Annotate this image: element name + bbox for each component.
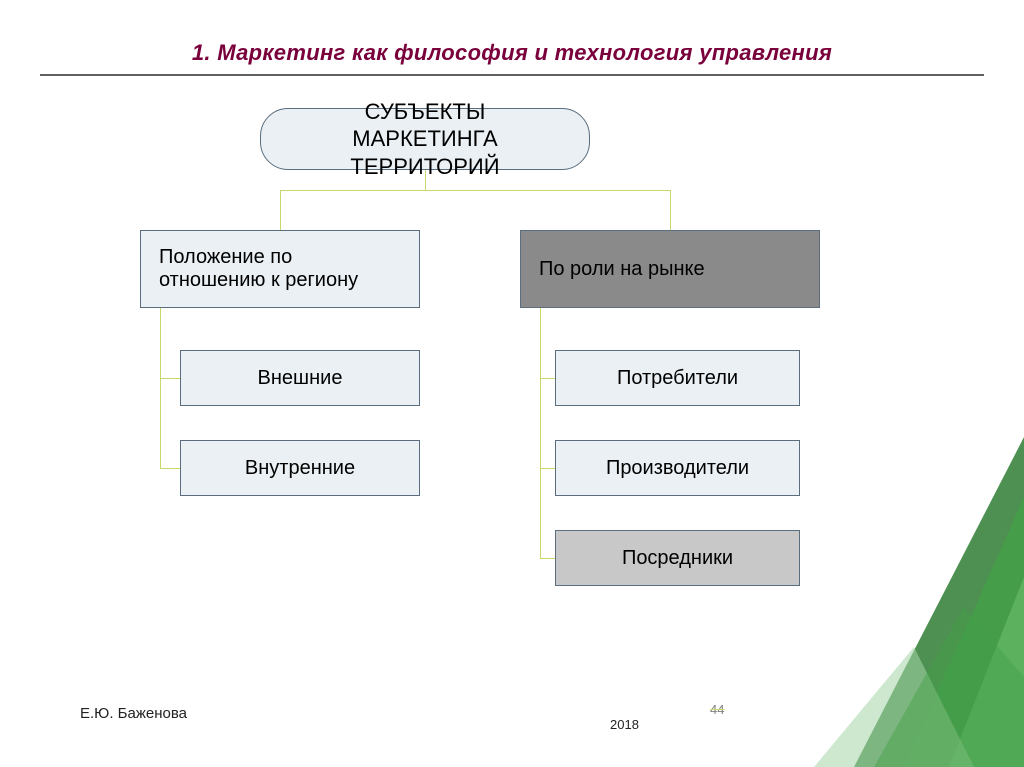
node-right-2: Посредники <box>555 530 800 586</box>
org-diagram: СУБЪЕКТЫ МАРКЕТИНГА ТЕРРИТОРИЙ Положение … <box>0 100 1024 660</box>
branch-head-label: По роли на рынке <box>521 246 819 293</box>
connector <box>540 558 555 559</box>
connector <box>160 468 180 469</box>
branch-head-right: По роли на рынке <box>520 230 820 308</box>
footer-year: 2018 <box>610 717 639 732</box>
connector <box>670 190 671 230</box>
root-node: СУБЪЕКТЫ МАРКЕТИНГА ТЕРРИТОРИЙ <box>260 108 590 170</box>
slide: 1. Маркетинг как философия и технология … <box>0 0 1024 767</box>
page-title: 1. Маркетинг как философия и технология … <box>0 40 1024 66</box>
connector <box>540 308 541 558</box>
footer-page: 44 <box>710 702 724 717</box>
connector <box>540 378 555 379</box>
connector <box>160 378 180 379</box>
node-right-0: Потребители <box>555 350 800 406</box>
connector <box>280 190 670 191</box>
title-underline <box>40 74 984 76</box>
connector <box>425 170 426 190</box>
connector <box>280 190 281 230</box>
node-left-1: Внутренние <box>180 440 420 496</box>
branch-head-label: Положение по отношению к региону <box>141 234 419 304</box>
node-left-0: Внешние <box>180 350 420 406</box>
branch-head-left: Положение по отношению к региону <box>140 230 420 308</box>
node-right-1: Производители <box>555 440 800 496</box>
title-bar: 1. Маркетинг как философия и технология … <box>0 40 1024 76</box>
footer-author: Е.Ю. Баженова <box>80 705 187 722</box>
connector <box>540 468 555 469</box>
connector <box>160 308 161 468</box>
